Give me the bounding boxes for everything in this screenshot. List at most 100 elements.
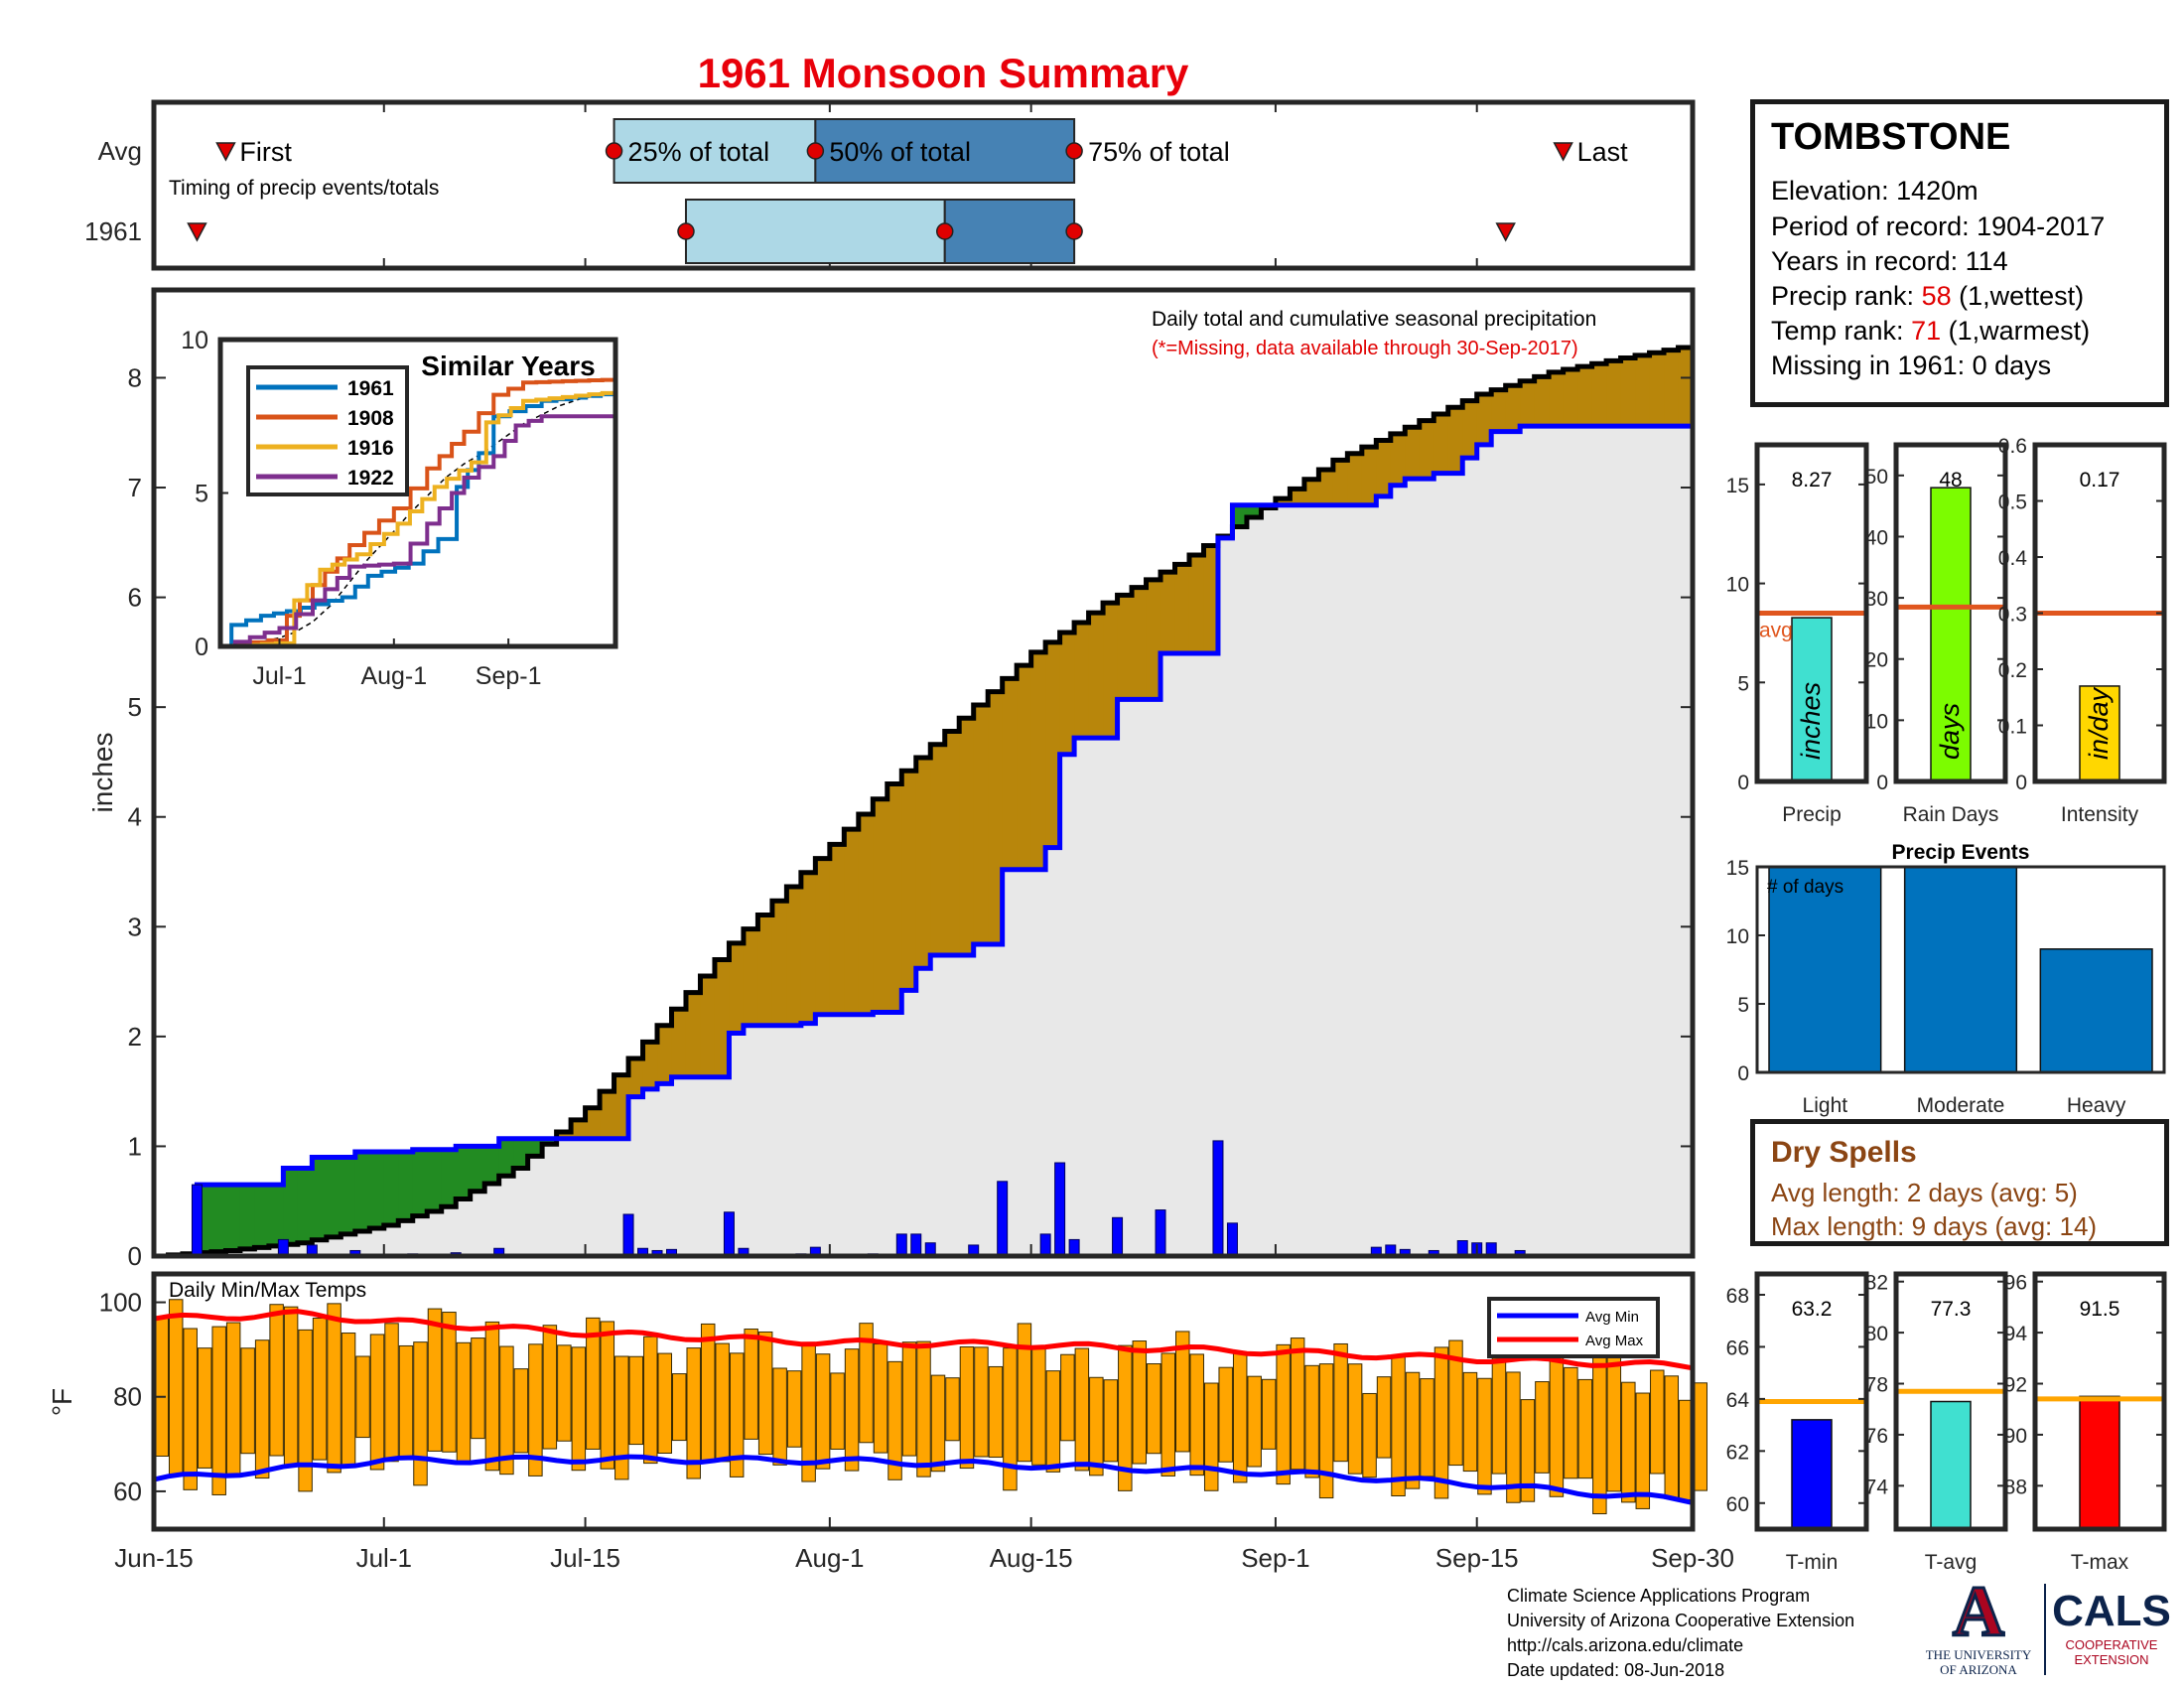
temps-daily-bar	[327, 1303, 341, 1474]
temps-daily-bar	[715, 1342, 730, 1463]
precip-above-avg-fill	[398, 1151, 414, 1221]
totals-precip-label: Precip	[1782, 803, 1842, 826]
events-frame-outline	[1755, 865, 2166, 1074]
precip-below-avg-fill	[1376, 440, 1392, 496]
similar-legend-label: 1922	[347, 467, 394, 490]
dry-spells-box: Dry Spells Avg length: 2 days (avg: 5) M…	[1750, 1119, 2169, 1246]
totals-rain-days-ytick-label: 0	[1876, 772, 1888, 794]
precip-below-avg-fill	[973, 704, 989, 944]
temps-daily-bar	[1635, 1392, 1651, 1509]
temps-daily-bar	[254, 1339, 270, 1479]
season-t-max-ytick-label: 90	[2004, 1425, 2027, 1448]
temps-daily-bar	[1318, 1363, 1334, 1499]
temps-xtick-label: Jul-1	[356, 1543, 412, 1573]
footer-line-4: Date updated: 08-Jun-2018	[1507, 1660, 1725, 1680]
precip-below-avg-fill	[786, 887, 802, 1026]
timing-year-marker-q25	[677, 222, 695, 240]
precip-below-avg-fill	[729, 942, 745, 1034]
precip-rank-suffix: (1,wettest)	[1951, 281, 2085, 311]
precip-below-avg-fill	[671, 1009, 687, 1077]
precip-panel: 0 1 2 3 4 5 6 7 8 inches Daily total and cumulativ…	[87, 287, 1696, 1271]
precip-daily-bar	[622, 1213, 634, 1257]
precip-below-avg-fill	[1059, 632, 1075, 755]
logos: A THE UNIVERSITY OF ARIZONA CALS COOPERA…	[1926, 1574, 2171, 1677]
similar-avg-dashed-line	[219, 390, 616, 647]
precip-below-avg-fill	[771, 901, 787, 1026]
temps-daily-bar	[1189, 1353, 1204, 1477]
precip-ytick-label: 1	[128, 1131, 142, 1161]
temps-daily-bar	[197, 1347, 212, 1469]
precip-below-avg-fill	[1419, 420, 1434, 480]
precip-ytick-label: 2	[128, 1022, 142, 1052]
similar-ytick-label: 5	[195, 481, 208, 508]
temp-rank-suffix: (1,warmest)	[1941, 316, 2091, 346]
temps-daily-bar	[528, 1343, 543, 1477]
temps-xtick-label: Jul-15	[550, 1543, 620, 1573]
precip-below-avg-fill	[873, 798, 888, 1013]
events-category-label: Moderate	[1917, 1094, 2005, 1117]
temps-daily-bar	[744, 1329, 758, 1440]
precip-above-avg-fill	[254, 1185, 270, 1248]
totals-rain-days-frame-outline	[1893, 442, 2008, 784]
season-t-max-ytick-label: 94	[2004, 1323, 2028, 1345]
temps-xtick-label: Sep-1	[1241, 1543, 1309, 1573]
season-t-min-bar	[1791, 1419, 1833, 1530]
temps-ytick-label: 80	[113, 1382, 142, 1412]
temps-daily-bar	[1160, 1352, 1176, 1477]
precip-above-avg-fill	[383, 1151, 399, 1226]
temps-daily-bar	[484, 1321, 500, 1472]
temps-daily-bar	[1074, 1347, 1090, 1472]
temps-daily-bar	[1376, 1376, 1392, 1459]
temps-daily-bar	[930, 1374, 946, 1473]
season-t-min-label: T-min	[1786, 1551, 1839, 1574]
precip-ytick-label: 7	[128, 473, 142, 502]
temps-daily-bar	[499, 1345, 514, 1476]
temps-daily-bar	[211, 1326, 226, 1495]
precip-below-avg-fill	[743, 928, 758, 1026]
temps-legend-box	[1487, 1297, 1660, 1358]
season-t-avg-ytick-label: 78	[1865, 1374, 1888, 1397]
temps-daily-bar	[1045, 1370, 1061, 1473]
totals-rain-days-value-label: 48	[1939, 469, 1962, 492]
precip-1961-cumulative-line	[154, 423, 1693, 1259]
precip-above-avg-fill	[225, 1185, 241, 1251]
temps-daily-bar	[671, 1373, 687, 1442]
precip-daily-bar	[1112, 1216, 1124, 1257]
events-ytick-label: 5	[1737, 994, 1749, 1017]
precip-above-avg-fill	[427, 1149, 443, 1211]
precip-above-avg-fill	[268, 1185, 284, 1246]
season-temps-panels: 60 62 64 66 68 63.2 T-min 74 76 78 80 82 77.3 T-avg 88…	[1726, 1271, 2167, 1574]
totals-rain-days-ytick-label: 10	[1865, 710, 1888, 733]
temps-daily-bar	[586, 1317, 601, 1450]
station-missing: Missing in 1961: 0 days	[1771, 351, 2052, 380]
season-t-max-ytick-label: 88	[2004, 1476, 2027, 1498]
temps-daily-bar	[1089, 1376, 1104, 1477]
temps-daily-bar	[1506, 1371, 1521, 1503]
temps-daily-bar	[873, 1343, 888, 1454]
precip-daily-bar	[1155, 1209, 1166, 1257]
precip-below-avg-fill	[1117, 595, 1133, 700]
timing-year-box-50-75	[943, 199, 1076, 264]
precip-below-avg-fill	[944, 731, 960, 956]
season-t-min-frame-outline	[1754, 1271, 1869, 1532]
similar-title: Similar Years	[421, 351, 595, 381]
totals-rain-days-ytick-label: 40	[1865, 526, 1888, 549]
temps-daily-bar	[225, 1322, 241, 1477]
similar-xtick-label: Jul-1	[252, 662, 306, 690]
timing-avg-triangle-first	[215, 142, 236, 162]
temps-daily-bar	[513, 1368, 529, 1454]
precip-below-avg-fill	[1678, 347, 1694, 427]
temps-daily-bar	[1132, 1340, 1148, 1465]
totals-precip-avg-label: avg	[1759, 620, 1793, 642]
temps-daily-bar	[786, 1370, 802, 1448]
season-t-avg-frame-outline	[1893, 1271, 2008, 1532]
events-bar	[1768, 866, 1882, 1073]
precip-avg-cumulative-line	[154, 345, 1696, 1259]
totals-precip-ytick-label: 15	[1726, 475, 1749, 497]
temps-daily-bar	[1304, 1364, 1319, 1478]
precip-above-avg-fill	[239, 1185, 255, 1249]
temp-rank-prefix: Temp rank:	[1771, 316, 1912, 346]
totals-rain-days-inner-label: days	[1935, 703, 1965, 760]
temps-daily-bar	[1218, 1366, 1233, 1463]
temps-daily-bar	[456, 1341, 472, 1466]
